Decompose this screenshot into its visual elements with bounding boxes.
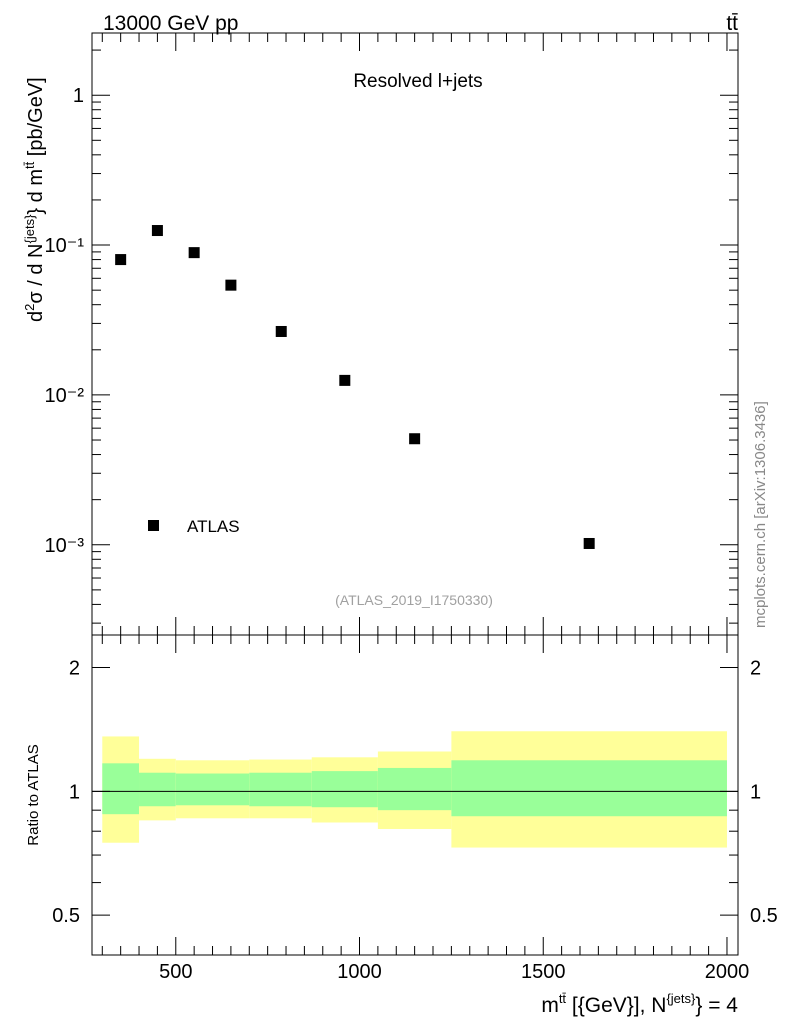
legend-label: ATLAS — [187, 517, 240, 536]
data-point — [409, 433, 421, 445]
xtick-labels: 500 1000 1500 2000 — [159, 961, 749, 983]
xtick-label: 1000 — [337, 961, 382, 983]
process-label: tt̄ — [726, 12, 738, 35]
ratio-inner-band — [451, 760, 727, 817]
data-point — [275, 325, 287, 337]
ratio-ytick-label-left: 1 — [69, 781, 80, 803]
watermark: mcplots.cern.ch [arXiv:1306.3436] — [752, 401, 769, 628]
main-ytick-labels: 10⁻³ 10⁻² 10⁻¹ 1 — [45, 85, 85, 557]
ratio-ylabel: Ratio to ATLAS — [25, 744, 42, 845]
ratio-axis-ticks — [92, 635, 738, 956]
ratio-inner-band — [175, 773, 250, 806]
ratio-inner-band — [102, 763, 140, 815]
legend-marker — [148, 520, 159, 531]
ratio-ytick-label-left: 2 — [69, 658, 80, 680]
data-point — [151, 225, 163, 237]
analysis-annotation: Resolved l+jets — [353, 71, 482, 92]
main-ylabel: d2σ / d N{jets}} d mtt̄ [pb/GeV] — [22, 77, 47, 322]
xaxis-label: mtt̄ [{GeV}], N{jets}} = 4 — [541, 991, 738, 1017]
ratio-inner-band — [139, 772, 176, 807]
data-point — [115, 254, 127, 266]
ratio-inner-band — [377, 767, 452, 811]
reference-label: (ATLAS_2019_I1750330) — [335, 592, 493, 608]
xtick-label: 1500 — [521, 961, 566, 983]
data-points — [115, 225, 595, 549]
ratio-ytick-label-right: 1 — [750, 781, 761, 803]
ratio-frame — [91, 634, 739, 956]
ratio-inner-band — [311, 771, 378, 808]
data-point — [188, 247, 200, 259]
main-ytick-label: 10⁻¹ — [45, 235, 85, 257]
main-panel: Resolved l+jets (ATLAS_2019_I1750330) AT… — [22, 32, 739, 636]
xtick-label: 500 — [159, 961, 192, 983]
main-axis-ticks — [92, 33, 738, 635]
data-point — [225, 279, 237, 291]
ratio-inner-band — [249, 772, 312, 807]
xtick-label: 2000 — [705, 961, 750, 983]
ratio-bands — [92, 731, 738, 848]
data-point — [583, 537, 595, 549]
main-frame — [91, 32, 739, 636]
main-ytick-label: 10⁻³ — [45, 535, 85, 557]
ratio-ytick-label-left: 0.5 — [52, 905, 80, 927]
ratio-ytick-labels: 0.5 0.5 1 1 2 2 — [52, 658, 778, 928]
ratio-ytick-label-right: 0.5 — [750, 905, 778, 927]
ratio-ytick-label-right: 2 — [750, 658, 761, 680]
data-point — [339, 374, 351, 386]
main-ytick-label: 1 — [73, 85, 84, 107]
energy-label: 13000 GeV pp — [103, 12, 238, 35]
ratio-panel: 0.5 0.5 1 1 2 2 Ratio to ATLAS — [25, 634, 778, 956]
main-ytick-label: 10⁻² — [45, 385, 85, 407]
